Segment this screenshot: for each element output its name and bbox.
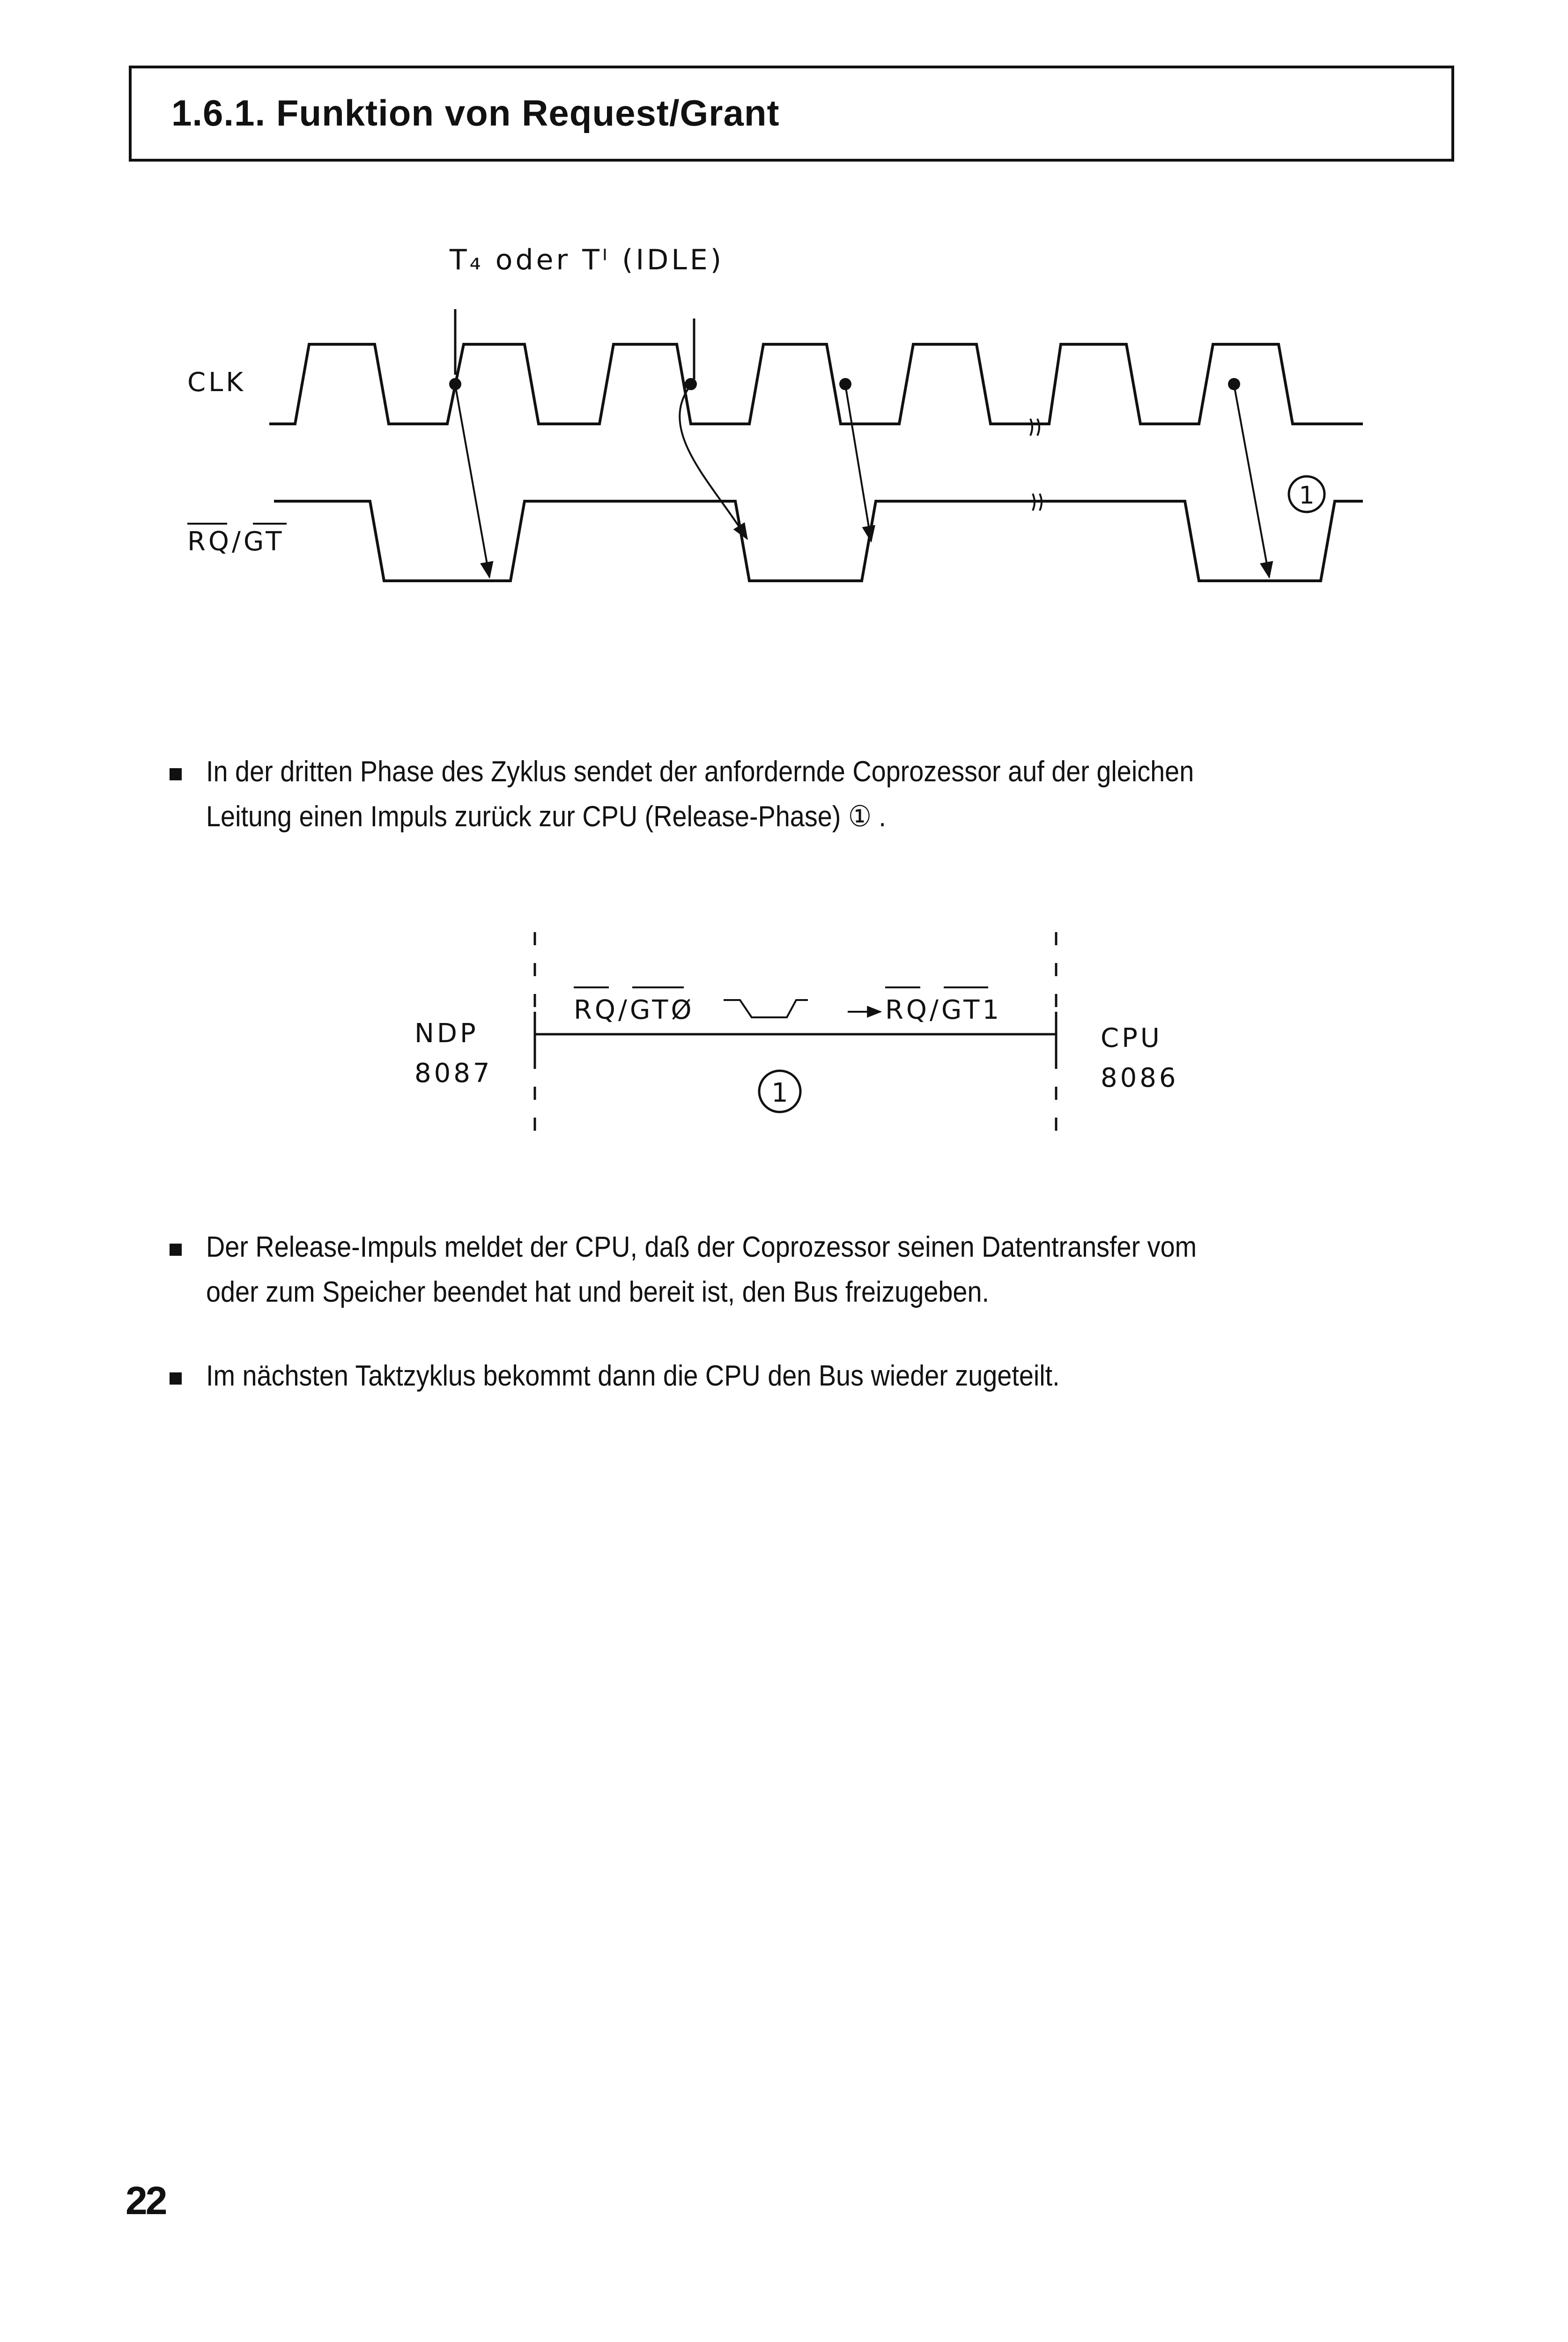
section-title: 1.6.1. Funktion von Request/Grant <box>171 92 780 133</box>
rqgt-label: RQ/GT <box>187 526 284 557</box>
section-title-box: 1.6.1. Funktion von Request/Grant <box>129 66 1454 162</box>
paragraph-1: In der dritten Phase des Zyklus sendet d… <box>206 749 1235 839</box>
block-callout-number: 1 <box>771 1078 788 1108</box>
paragraph-1-line-2: Leitung einen Impuls zurück zur CPU (Rel… <box>206 800 886 833</box>
cpu-label: CPU <box>1101 1023 1162 1053</box>
timing-diagram: T₄ oder Tᴵ (IDLE) CLK RQ/GT 1 <box>187 244 1363 582</box>
paragraph-3: Im nächsten Taktzyklus bekommt dann die … <box>206 1354 1235 1399</box>
paragraph-2-line-1: Der Release-Impuls meldet der CPU, daß d… <box>206 1231 1197 1263</box>
bullet-3 <box>170 1372 182 1385</box>
paragraph-2-line-2: oder zum Speicher beendet hat und bereit… <box>206 1276 989 1308</box>
ndp-label: NDP <box>414 1018 479 1049</box>
timing-arrows <box>454 384 1273 579</box>
clk-break-symbol <box>1029 418 1040 436</box>
bullet-1 <box>170 768 182 780</box>
cpu-part-label: 8086 <box>1101 1063 1179 1093</box>
block-diagram: NDP 8087 CPU 8086 RQ/GTØ RQ/GT1 1 <box>414 932 1179 1148</box>
clk-waveform <box>269 343 1363 425</box>
timing-header-label: T₄ oder Tᴵ (IDLE) <box>449 244 724 276</box>
ndp-part-label: 8087 <box>414 1058 493 1089</box>
paragraph-2: Der Release-Impuls meldet der CPU, daß d… <box>206 1225 1235 1315</box>
page-number: 22 <box>126 2179 167 2223</box>
rqgt-break-symbol <box>1032 493 1043 511</box>
release-phase-callout: 1 <box>1287 475 1326 513</box>
paragraph-1-line-1: In der dritten Phase des Zyklus sendet d… <box>206 756 1194 788</box>
clk-sample-points <box>449 378 1240 390</box>
block-callout: 1 <box>758 1069 802 1113</box>
callout-number: 1 <box>1299 482 1314 510</box>
signal-left-label: RQ/GTØ <box>574 995 695 1025</box>
bullet-2 <box>170 1244 182 1256</box>
signal-right-label: RQ/GT1 <box>885 995 1002 1025</box>
clk-label: CLK <box>187 367 246 398</box>
rqgt-waveform <box>274 500 1363 582</box>
rqgt-label-group: RQ/GT <box>187 523 287 557</box>
pulse-glyph <box>724 999 808 1018</box>
paragraph-3-line-1: Im nächsten Taktzyklus bekommt dann die … <box>206 1360 1060 1392</box>
